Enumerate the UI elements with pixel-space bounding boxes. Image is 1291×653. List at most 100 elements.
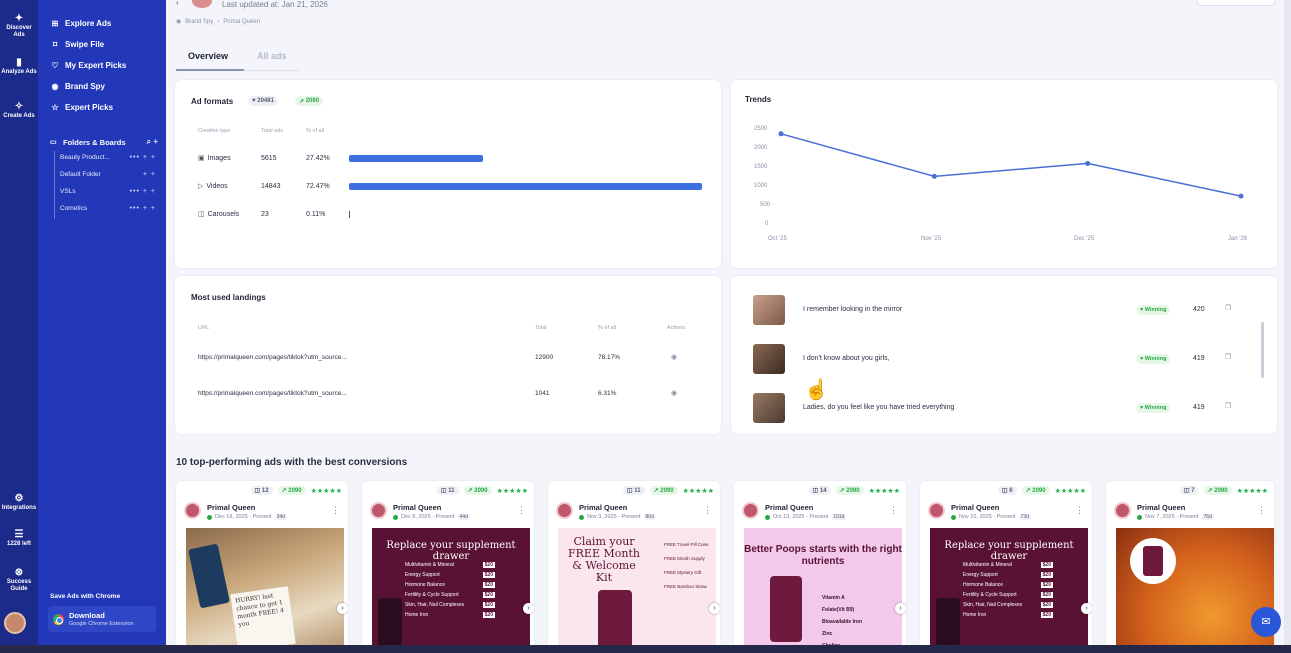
- folder-actions[interactable]: + +: [142, 171, 156, 178]
- rail-integrations[interactable]: ⚙ Integrations: [1, 493, 37, 512]
- column-header: Total: [535, 325, 547, 331]
- brand-avatar: [370, 502, 387, 519]
- ad-creative[interactable]: Replace your supplement drawer Multivita…: [930, 528, 1088, 653]
- rail-credits[interactable]: ☰ 1228 left: [6, 529, 31, 548]
- carousel-next-icon[interactable]: ›: [337, 603, 348, 614]
- creative-table: Multivitamin & Mineral $20 Energy Support $…: [405, 562, 495, 622]
- creative-headline: Replace your supplement drawer: [944, 540, 1074, 562]
- ad-score-badge: ↗ 2090: [1021, 486, 1050, 495]
- more-options-icon[interactable]: ⋮: [1075, 505, 1084, 515]
- more-options-icon[interactable]: ⋮: [1257, 505, 1266, 515]
- copy-icon[interactable]: ❐: [1225, 305, 1232, 312]
- copy-icon[interactable]: ❐: [1225, 354, 1232, 361]
- format-total: 5615: [261, 155, 277, 162]
- breadcrumb: ◉ Brand Spy › Primal Queen: [176, 18, 260, 26]
- breadcrumb-item[interactable]: Brand Spy: [185, 18, 214, 25]
- brand-name[interactable]: Primal Queen: [951, 503, 1000, 512]
- brand-name[interactable]: Primal Queen: [393, 503, 442, 512]
- creative-row: Skin, Hair, Nail Complexes $20: [405, 602, 495, 608]
- trends-card: [731, 80, 1277, 268]
- copy-icon[interactable]: ❐: [1225, 403, 1232, 410]
- ad-formats-title: Ad formats: [191, 97, 234, 106]
- ad-score-badge: ↗ 2090: [649, 486, 678, 495]
- nav-panel: ⊞ Explore Ads ⌑ Swipe File ♡ My Expert P…: [38, 0, 166, 653]
- carousel-next-icon[interactable]: ›: [895, 603, 906, 614]
- ad-hook-text[interactable]: Ladies, do you feel like you have tried …: [803, 404, 955, 411]
- ad-hook-text[interactable]: I remember looking in the mirror: [803, 306, 903, 313]
- ad-creative[interactable]: Replace your supplement drawer Multivita…: [372, 528, 530, 653]
- ad-thumbnail[interactable]: [753, 344, 785, 374]
- brand-name[interactable]: Primal Queen: [579, 503, 628, 512]
- ad-thumbnail[interactable]: [753, 295, 785, 325]
- ad-card[interactable]: ◫ 7 ↗ 2090 ★★★★★ Primal Queen Nov 7, 202…: [1106, 481, 1274, 653]
- tab-all-ads[interactable]: All ads: [257, 51, 287, 61]
- scrollbar[interactable]: [1261, 322, 1264, 378]
- back-chevron-icon[interactable]: ‹: [176, 0, 179, 7]
- carousel-next-icon[interactable]: ›: [709, 603, 720, 614]
- nav-item-explore-ads[interactable]: ⊞ Explore Ads: [51, 19, 112, 28]
- ad-creative[interactable]: [1116, 528, 1274, 653]
- run-dates: Nov 3, 2025 - Present 80d: [579, 514, 656, 520]
- folder-item[interactable]: VSLs ••• + +: [60, 188, 156, 195]
- creative-row: Multivitamin & Mineral $20: [405, 562, 495, 568]
- ad-hook-text[interactable]: I don't know about you girls,: [803, 355, 890, 362]
- folder-item[interactable]: Beauty Product... ••• + +: [60, 154, 156, 161]
- folder-actions[interactable]: ••• + +: [129, 205, 156, 212]
- brand-name[interactable]: Primal Queen: [207, 503, 256, 512]
- user-avatar[interactable]: [4, 612, 26, 634]
- folder-item[interactable]: Default Folder + +: [60, 171, 156, 178]
- chat-icon[interactable]: ✉: [1251, 607, 1281, 637]
- eye-icon[interactable]: ◉: [671, 390, 678, 397]
- folder-actions[interactable]: ••• + +: [129, 188, 156, 195]
- rail-analyze-ads[interactable]: ▮ Analyze Ads: [1, 57, 37, 76]
- rail-create-ads[interactable]: ✧ Create Ads: [3, 101, 35, 120]
- trend-icon: ↗: [281, 488, 289, 494]
- ad-creative[interactable]: Better Poops starts with the right nutri…: [744, 528, 902, 653]
- ad-score-badge: ↗ 2090: [463, 486, 492, 495]
- layers-icon: ◫: [1001, 488, 1010, 494]
- rail-success-guide[interactable]: ⊗ Success Guide: [6, 567, 32, 593]
- nav-item-brand-spy[interactable]: ◉ Brand Spy: [51, 82, 106, 91]
- rail-discover-ads[interactable]: ✦ Discover Ads: [6, 13, 32, 39]
- folders-search-add[interactable]: ⌕ +: [146, 137, 158, 146]
- grid-icon: ⊞: [51, 19, 59, 28]
- brand-name[interactable]: Primal Queen: [1137, 503, 1186, 512]
- trend-icon: ↗: [299, 98, 306, 105]
- nav-item-expert-picks[interactable]: ☆ Expert Picks: [51, 103, 114, 112]
- creative-list-item: Vitamin A: [822, 595, 845, 601]
- more-options-icon[interactable]: ⋮: [703, 505, 712, 515]
- ad-card[interactable]: ◫ 6 ↗ 2090 ★★★★★ Primal Queen Nov 10, 20…: [920, 481, 1092, 653]
- more-options-icon[interactable]: ⋮: [889, 505, 898, 515]
- ad-score-badge: ↗ 2090: [835, 486, 864, 495]
- ad-card[interactable]: ◫ 11 ↗ 2090 ★★★★★ Primal Queen Nov 3, 20…: [548, 481, 720, 653]
- more-options-icon[interactable]: ⋮: [517, 505, 526, 515]
- ad-card[interactable]: ◫ 14 ↗ 2090 ★★★★★ Primal Queen Oct 13, 2…: [734, 481, 906, 653]
- brand-avatar: [742, 502, 759, 519]
- folder-item[interactable]: Cometics ••• + +: [60, 205, 156, 212]
- trend-icon: ↗: [839, 488, 847, 494]
- eye-icon[interactable]: ◉: [671, 354, 678, 361]
- brand-name[interactable]: Primal Queen: [765, 503, 814, 512]
- download-extension-button[interactable]: Download Google Chrome Extension: [48, 606, 156, 632]
- nav-item-my-expert-picks[interactable]: ♡ My Expert Picks: [51, 61, 127, 70]
- carousel-next-icon[interactable]: ›: [523, 603, 534, 614]
- ad-creative[interactable]: HURRY! last chance to get 1 month FREE! …: [186, 528, 344, 653]
- ad-thumbnail[interactable]: [753, 393, 785, 423]
- active-dot-icon: [1137, 514, 1142, 520]
- hand-cursor-icon: ☝: [804, 379, 829, 401]
- y-tick-label: 500: [760, 202, 771, 208]
- page-edge: [1284, 0, 1291, 653]
- nav-item-swipe-file[interactable]: ⌑ Swipe File: [50, 40, 104, 49]
- tab-overview[interactable]: Overview: [188, 51, 229, 61]
- more-options-icon[interactable]: ⋮: [331, 505, 340, 515]
- ad-card[interactable]: ◫ 12 ↗ 2090 ★★★★★ Primal Queen Dec 18, 2…: [176, 481, 348, 653]
- last-updated: Last updated at: Jan 21, 2026: [222, 0, 328, 9]
- folder-actions[interactable]: ••• + +: [129, 154, 156, 161]
- landing-url[interactable]: https://primalqueen.com/pages/tiktok?utm…: [198, 354, 347, 361]
- active-dot-icon: [393, 514, 398, 520]
- ad-creative[interactable]: Claim your FREE Month & Welcome Kit FREE…: [558, 528, 716, 653]
- carousel-next-icon[interactable]: ›: [1081, 603, 1092, 614]
- creative-table: Multivitamin & Mineral $20 Energy Support $…: [963, 562, 1053, 622]
- ad-card[interactable]: ◫ 11 ↗ 2090 ★★★★★ Primal Queen Dec 8, 20…: [362, 481, 534, 653]
- landing-url[interactable]: https://primalqueen.com/pages/tiktok?utm…: [198, 390, 347, 397]
